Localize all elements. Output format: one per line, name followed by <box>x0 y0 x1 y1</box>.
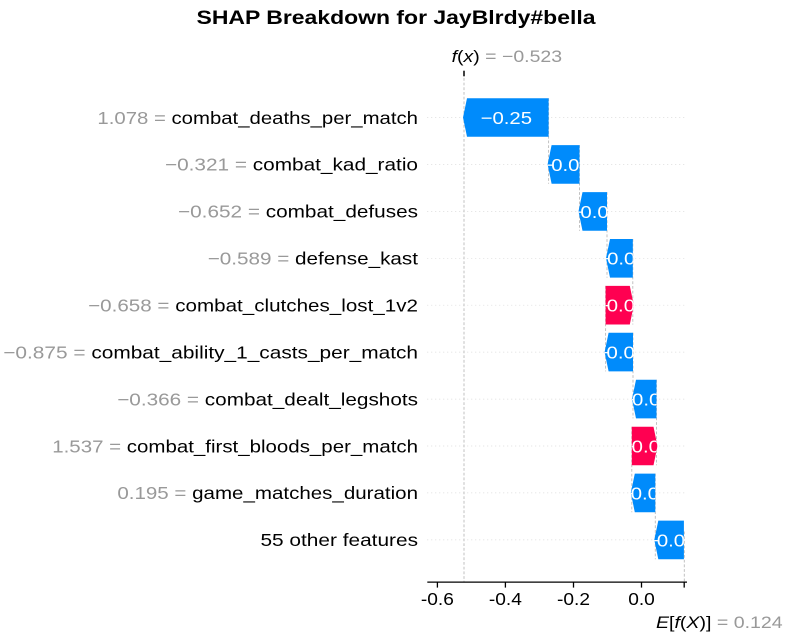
svg-text:SHAP Breakdown for JayBlrdy#be: SHAP Breakdown for JayBlrdy#bella <box>197 8 596 29</box>
svg-text:55 other features: 55 other features <box>260 532 418 551</box>
svg-text:f(x) = −0.523: f(x) = −0.523 <box>452 47 562 65</box>
svg-text:−0.07: −0.07 <box>621 484 670 503</box>
svg-text:+0.08: +0.08 <box>598 297 647 316</box>
svg-text:0.195 = game_matches_duration: 0.195 = game_matches_duration <box>117 484 418 503</box>
svg-text:−0.08: −0.08 <box>597 344 646 363</box>
svg-text:−0.08: −0.08 <box>571 203 620 222</box>
svg-text:−0.07: −0.07 <box>622 391 671 410</box>
svg-text:−0.589 = defense_kast: −0.589 = defense_kast <box>208 250 419 269</box>
svg-text:-0.6: -0.6 <box>421 589 454 609</box>
svg-text:−0.875 = combat_ability_1_cast: −0.875 = combat_ability_1_casts_per_matc… <box>3 344 418 363</box>
svg-text:1.078 = combat_deaths_per_matc: 1.078 = combat_deaths_per_match <box>97 109 418 128</box>
svg-text:−0.08: −0.08 <box>597 250 646 269</box>
svg-text:−0.08: −0.08 <box>647 531 696 550</box>
svg-text:−0.09: −0.09 <box>541 156 590 175</box>
svg-text:-0.4: -0.4 <box>489 589 522 609</box>
svg-text:+0.07: +0.07 <box>623 438 672 457</box>
svg-text:−0.658 = combat_clutches_lost_: −0.658 = combat_clutches_lost_1v2 <box>88 297 418 316</box>
svg-text:1.537 = combat_first_bloods_pe: 1.537 = combat_first_bloods_per_match <box>52 438 418 457</box>
svg-text:E[f(X)] = 0.124: E[f(X)] = 0.124 <box>656 612 783 631</box>
svg-text:−0.652 = combat_defuses: −0.652 = combat_defuses <box>178 203 418 222</box>
svg-text:−0.366 = combat_dealt_legshots: −0.366 = combat_dealt_legshots <box>117 391 418 410</box>
svg-text:0.0: 0.0 <box>628 589 655 609</box>
svg-text:−0.321 = combat_kad_ratio: −0.321 = combat_kad_ratio <box>165 156 418 175</box>
svg-text:-0.2: -0.2 <box>557 589 590 609</box>
svg-text:−0.25: −0.25 <box>481 109 532 128</box>
